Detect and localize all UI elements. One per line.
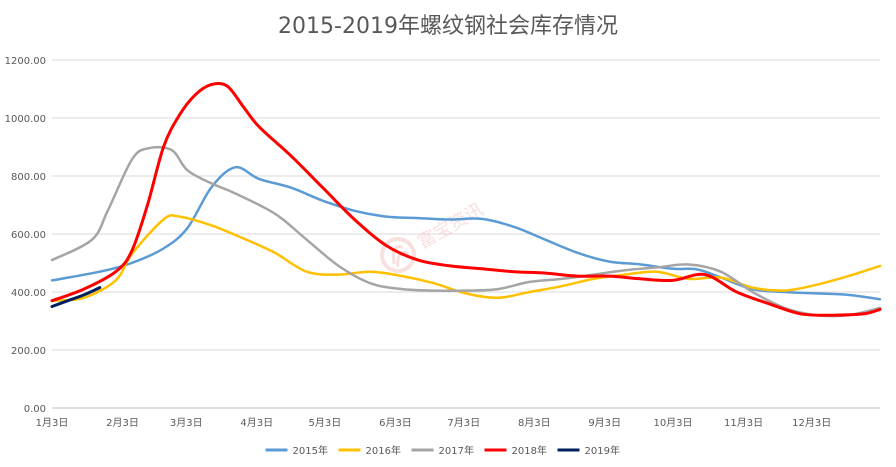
y-axis-tick-labels: 0.00 200.00 400.00 600.00 800.00 1000.00 1200.…	[5, 56, 46, 415]
series-line-2018年	[50, 81, 882, 317]
legend-item: 2018年	[484, 444, 547, 457]
series-line-2019年	[50, 286, 102, 308]
x-tick-label: 11月3日	[724, 417, 763, 429]
y-tick-label: 200.00	[11, 346, 46, 357]
x-tick-label: 8月3日	[518, 417, 551, 429]
x-axis-tick-labels: 1月3日 2月3日 3月3日 4月3日 5月3日 6月3日 7月3日 8月3日 9月3日 10月3…	[36, 417, 832, 429]
x-tick-label: 1月3日	[36, 417, 69, 429]
x-tick-label: 7月3日	[447, 417, 480, 429]
y-tick-label: 800.00	[11, 172, 46, 183]
x-tick-label: 4月3日	[240, 417, 273, 429]
y-tick-label: 1200.00	[5, 56, 46, 67]
legend: 2015年 2016年 2017年 2018年 2019年	[265, 444, 620, 457]
x-tick-label: 5月3日	[309, 417, 342, 429]
series-line-2015年	[50, 166, 882, 301]
legend-item: 2016年	[338, 444, 401, 457]
y-tick-label: 1000.00	[5, 114, 46, 125]
chart-title: 2015-2019年螺纹钢社会库存情况	[278, 14, 618, 39]
y-tick-label: 600.00	[11, 230, 46, 241]
legend-label: 2017年	[439, 444, 474, 457]
svg-text:富宝资讯: 富宝资讯	[414, 199, 487, 253]
y-tick-label: 0.00	[24, 404, 46, 415]
x-tick-label: 3月3日	[170, 417, 203, 429]
legend-item: 2019年	[557, 444, 620, 457]
legend-item: 2015年	[265, 444, 328, 457]
x-tick-label: 9月3日	[588, 417, 621, 429]
y-tick-label: 400.00	[11, 288, 46, 299]
legend-label: 2018年	[512, 444, 547, 457]
x-tick-label: 6月3日	[379, 417, 412, 429]
x-tick-label: 12月3日	[792, 417, 831, 429]
gridlines	[52, 59, 880, 409]
legend-label: 2016年	[366, 444, 401, 457]
series-lines	[50, 81, 882, 318]
legend-label: 2019年	[585, 444, 620, 457]
legend-item: 2017年	[411, 444, 474, 457]
x-tick-label: 10月3日	[653, 417, 692, 429]
legend-label: 2015年	[293, 444, 328, 457]
x-tick-label: 2月3日	[106, 417, 139, 429]
